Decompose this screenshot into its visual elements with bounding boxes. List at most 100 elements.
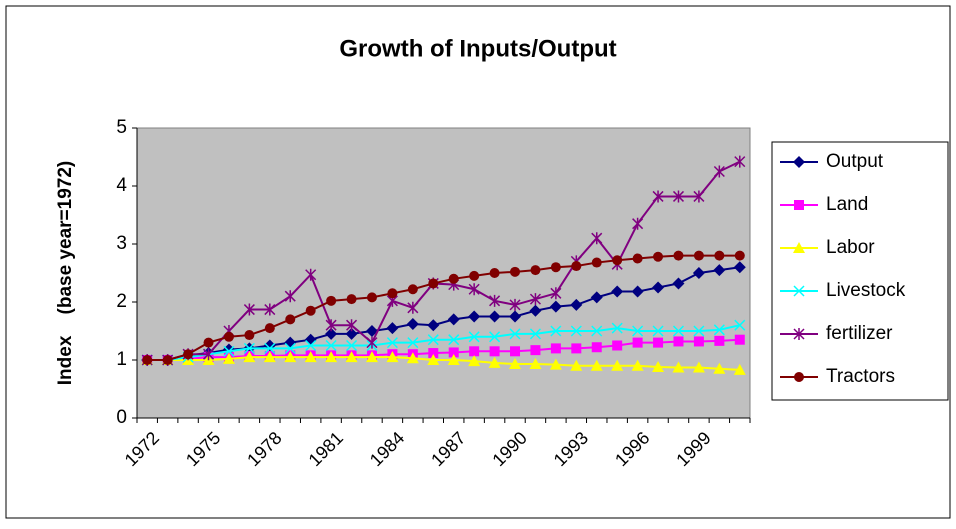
- data-point: [693, 325, 705, 337]
- legend-label: fertilizer: [826, 323, 893, 344]
- data-point: [407, 301, 419, 314]
- data-point: [346, 294, 357, 305]
- data-point: [183, 349, 194, 360]
- data-point: [713, 264, 726, 277]
- legend-label: Output: [826, 151, 884, 172]
- data-point: [631, 285, 644, 298]
- data-point: [549, 300, 562, 313]
- data-point: [591, 325, 603, 337]
- data-point: [345, 327, 358, 340]
- data-point: [672, 361, 685, 373]
- data-point: [632, 325, 644, 337]
- data-point: [468, 355, 481, 367]
- data-point: [305, 268, 317, 281]
- legend-marker: [794, 372, 804, 382]
- data-point: [202, 348, 215, 361]
- data-point: [612, 340, 623, 351]
- data-point: [693, 336, 704, 347]
- data-point: [550, 343, 561, 354]
- data-point: [387, 288, 398, 299]
- data-point: [305, 305, 316, 316]
- data-point: [386, 322, 399, 335]
- data-point: [489, 268, 500, 278]
- data-point: [509, 310, 522, 323]
- data-point: [489, 294, 501, 307]
- series-line: [147, 324, 741, 361]
- data-point: [672, 277, 685, 290]
- data-point: [264, 303, 276, 316]
- data-point: [713, 165, 725, 178]
- data-point: [427, 334, 439, 346]
- data-point: [550, 287, 562, 300]
- data-point: [652, 281, 665, 294]
- data-point: [284, 342, 296, 354]
- data-point: [365, 325, 378, 337]
- data-point: [509, 298, 521, 311]
- data-point: [509, 358, 522, 370]
- data-point: [529, 293, 541, 306]
- data-point: [365, 351, 378, 363]
- data-point: [366, 292, 377, 303]
- y-tick-label: 3: [116, 233, 127, 254]
- legend-marker: [793, 242, 805, 253]
- data-point: [447, 313, 460, 326]
- data-point: [529, 328, 541, 340]
- data-point: [326, 295, 337, 306]
- data-point: [530, 265, 541, 276]
- legend-marker: [793, 328, 805, 340]
- data-point: [284, 290, 296, 303]
- data-point: [468, 283, 480, 296]
- data-point: [427, 354, 440, 365]
- data-point: [346, 319, 358, 332]
- data-point: [427, 319, 440, 332]
- data-point: [325, 339, 337, 352]
- legend-label: Tractors: [826, 366, 895, 387]
- legend-label: Livestock: [826, 280, 906, 301]
- chart-title: Growth of Inputs/Output: [339, 35, 616, 62]
- data-point: [733, 261, 746, 274]
- data-point: [693, 190, 705, 203]
- data-point: [733, 363, 746, 375]
- data-point: [612, 255, 623, 266]
- data-point: [714, 335, 725, 346]
- data-point: [386, 351, 399, 363]
- data-point: [428, 278, 439, 289]
- data-point: [509, 328, 521, 340]
- data-point: [448, 273, 459, 284]
- plot-area: [136, 127, 751, 419]
- data-point: [571, 261, 582, 272]
- data-point: [406, 318, 419, 331]
- data-point: [570, 325, 582, 337]
- data-point: [692, 361, 705, 373]
- legend: [771, 141, 949, 401]
- data-point: [304, 351, 317, 363]
- data-point: [243, 303, 255, 316]
- data-point: [652, 325, 664, 337]
- data-point: [263, 351, 276, 363]
- data-point: [243, 342, 255, 354]
- data-point: [529, 304, 542, 317]
- data-point: [447, 354, 460, 365]
- data-point: [734, 155, 746, 168]
- data-point: [428, 348, 439, 359]
- data-point: [571, 343, 582, 354]
- data-point: [734, 319, 746, 331]
- data-point: [673, 336, 684, 347]
- data-point: [489, 346, 500, 357]
- data-point: [366, 336, 378, 349]
- data-point: [611, 285, 624, 298]
- y-tick-label: 1: [116, 349, 127, 370]
- data-point: [734, 334, 745, 345]
- data-point: [488, 310, 501, 323]
- data-point: [652, 190, 664, 203]
- data-point: [222, 352, 235, 364]
- data-point: [469, 346, 480, 357]
- data-point: [653, 337, 664, 348]
- data-point: [591, 342, 602, 353]
- data-point: [510, 346, 521, 357]
- data-point: [223, 345, 235, 357]
- y-tick-label: 0: [116, 407, 127, 428]
- data-point: [632, 337, 643, 348]
- data-point: [468, 331, 480, 343]
